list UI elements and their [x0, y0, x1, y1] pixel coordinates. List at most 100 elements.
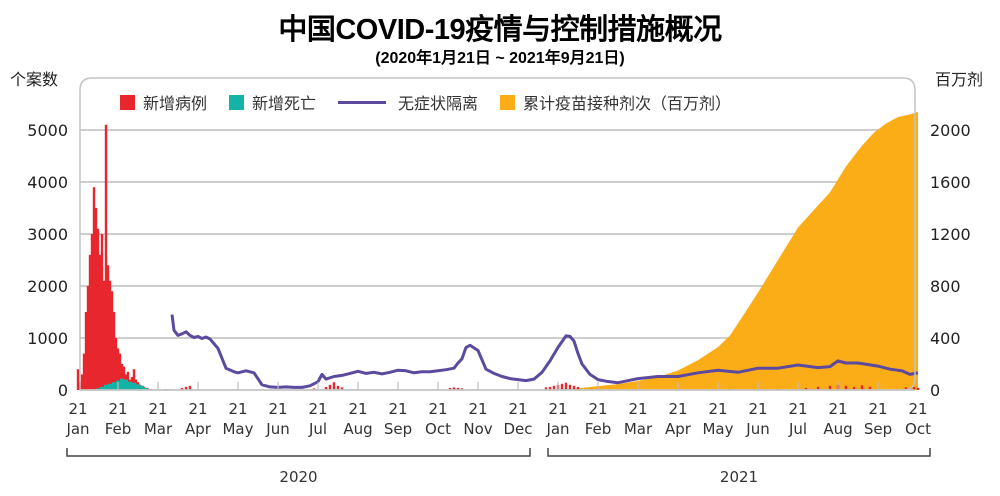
x-tick-day: 21	[108, 400, 127, 418]
x-tick-month: Mar	[624, 420, 653, 438]
y-tick-label-left: 1000	[27, 329, 68, 348]
cases-bar	[816, 386, 820, 390]
x-tick-month: Apr	[665, 420, 692, 438]
x-tick-month: Jun	[265, 420, 289, 438]
cases-bar	[868, 386, 872, 390]
cases-bar	[852, 386, 856, 390]
legend-swatch-vaccine	[500, 94, 516, 110]
year-bracket	[547, 448, 931, 457]
y-tick-label-left: 2000	[27, 277, 68, 296]
legend-label-vaccine: 累计疫苗接种剂次（百万剂）	[523, 94, 732, 113]
cases-bar	[828, 385, 832, 390]
deaths-bar	[136, 384, 141, 390]
x-tick-month: May	[222, 420, 253, 438]
cases-bar	[324, 386, 328, 390]
cases-bar	[88, 254, 92, 390]
chart-title: 中国COVID-19疫情与控制措施概况	[278, 14, 722, 46]
legend-swatch-deaths	[229, 94, 245, 110]
cases-bar	[86, 286, 90, 390]
cases-bar	[116, 348, 120, 390]
year-bracket	[66, 448, 531, 457]
cases-bar	[90, 234, 94, 390]
deaths-bar	[128, 381, 133, 390]
cases-bar	[336, 385, 340, 390]
cases-bar	[132, 369, 136, 390]
cases-bar	[122, 366, 126, 390]
y-tick-label-right: 800	[930, 277, 961, 296]
x-tick-day: 21	[148, 400, 167, 418]
y-tick-label-right: 0	[930, 381, 940, 400]
cases-bar	[448, 387, 452, 390]
y-axis-left-label: 个案数	[10, 70, 59, 89]
x-tick-month: Aug	[343, 420, 372, 438]
deaths-bar	[120, 378, 125, 390]
cases-bar	[576, 386, 580, 390]
x-tick-month: Aug	[823, 420, 852, 438]
deaths-bar	[132, 382, 137, 390]
cases-bar	[548, 386, 552, 390]
cases-bar	[120, 364, 124, 390]
deaths-bar	[96, 388, 101, 390]
asymptomatic-line-layer	[170, 314, 919, 389]
x-tick-day: 21	[628, 400, 647, 418]
cases-bar	[104, 124, 108, 391]
cases-bar	[460, 388, 464, 390]
x-tick-day: 21	[588, 400, 607, 418]
y-tick-label-right: 2000	[930, 121, 971, 140]
x-tick-day: 21	[908, 400, 927, 418]
x-tick-month: Feb	[585, 420, 612, 438]
y-tick-label-left: 3000	[27, 225, 68, 244]
cases-bar	[332, 382, 336, 390]
cases-bar	[804, 387, 808, 390]
x-axis-ticks: 21 Jan 21 Feb 21 Mar 21 Apr 21 May 21 Jun 21 Jul 21 Aug…	[65, 382, 931, 438]
cases-bar	[312, 388, 316, 390]
cases-bar	[94, 208, 98, 390]
cases-bar	[110, 291, 114, 390]
x-tick-month: May	[702, 420, 733, 438]
cases-bar	[76, 369, 80, 390]
cases-bar	[844, 385, 848, 390]
x-tick-day: 21	[548, 400, 567, 418]
cases-bar	[552, 385, 556, 390]
deaths-bar	[112, 382, 117, 390]
deaths-bar	[108, 383, 113, 390]
plot-frame	[79, 77, 916, 391]
cases-bar	[106, 265, 110, 390]
cases-bar	[544, 387, 548, 390]
cases-bar	[452, 387, 456, 390]
cases-bar	[112, 312, 116, 390]
x-tick-month: Jan	[545, 420, 569, 438]
cases-bar	[102, 280, 106, 390]
x-tick-day: 21	[468, 400, 487, 418]
y-tick-label-left: 4000	[27, 173, 68, 192]
x-tick-day: 21	[388, 400, 407, 418]
legend-label-asymptomatic: 无症状隔离	[398, 94, 479, 113]
cases-bar	[96, 228, 100, 390]
year-brackets: 2020 2021	[66, 448, 931, 486]
x-tick-month: Jul	[788, 420, 807, 438]
y-axis-left-ticks: 0 1000 2000 3000 4000 5000	[27, 121, 68, 400]
cases-bar	[916, 387, 920, 390]
y-tick-label-left: 5000	[27, 121, 68, 140]
cases-bar	[114, 338, 118, 390]
x-tick-day: 21	[428, 400, 447, 418]
x-tick-day: 21	[508, 400, 527, 418]
x-tick-month: Jun	[745, 420, 769, 438]
vaccine-area	[574, 111, 918, 391]
x-tick-month: Mar	[144, 420, 173, 438]
x-tick-month: Sep	[384, 420, 412, 438]
y-axis-right-ticks: 0 400 800 1200 1600 2000	[930, 121, 971, 400]
x-tick-month: Jan	[65, 420, 89, 438]
year-label: 2021	[720, 468, 758, 486]
asymptomatic-line	[170, 314, 919, 389]
deaths-bar	[124, 379, 129, 390]
legend-item-cases: 新增病例	[120, 90, 207, 114]
x-tick-day: 21	[708, 400, 727, 418]
deaths-bar	[100, 386, 105, 390]
x-tick-month: Jul	[308, 420, 327, 438]
x-tick-day: 21	[188, 400, 207, 418]
y-tick-label-right: 400	[930, 329, 961, 348]
chart-subtitle: (2020年1月21日 ~ 2021年9月21日)	[375, 50, 625, 67]
cases-bar	[82, 353, 86, 390]
y-axis-right-label: 百万剂	[935, 70, 984, 89]
